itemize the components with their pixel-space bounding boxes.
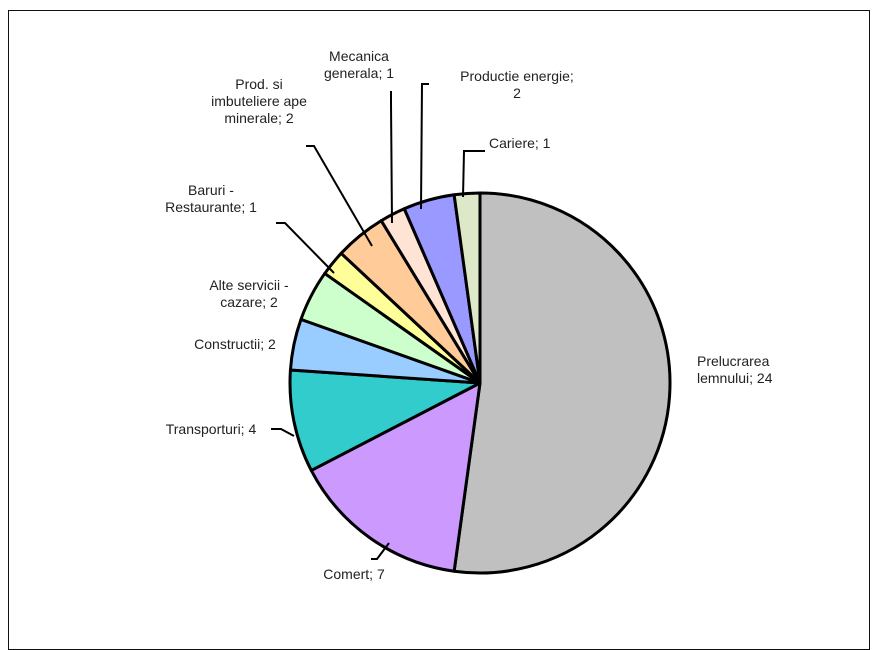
leader-line-prod-si-imbuteliere-ape-minerale — [306, 145, 373, 247]
data-label-constructii: Constructii; 2 — [194, 336, 276, 352]
pie-slice-comert — [309, 381, 482, 573]
pie-slice-transporturi — [288, 368, 482, 472]
data-label-comert: Comert; 7 — [323, 566, 385, 582]
leader-line-transporturi — [271, 428, 295, 437]
leader-line-comert — [371, 542, 390, 560]
leader-line-cariere — [462, 150, 485, 198]
pie-slice-prelucrarea-lemnului — [452, 191, 672, 575]
data-label-cariere: Cariere; 1 — [489, 135, 551, 151]
leader-line-productie-energie — [420, 83, 429, 210]
data-label-prelucrarea-lemnului: Prelucrarea lemnului; 24 — [697, 353, 773, 386]
chart-frame: Prelucrarea lemnului; 24 Comert; 7 Transpor… — [8, 10, 870, 650]
leader-lines — [271, 83, 485, 560]
data-label-prod-si-imbuteliere-ape-minerale: Prod. si imbuteliere ape minerale; 2 — [211, 76, 307, 126]
data-labels: Prelucrarea lemnului; 24 Comert; 7 Transpor… — [165, 48, 773, 582]
leader-line-baruri-restaurante — [276, 222, 335, 274]
data-label-baruri-restaurante: Baruri -Restaurante; 1 — [165, 182, 257, 215]
pie-slices — [288, 191, 672, 575]
pie-chart: Prelucrarea lemnului; 24 Comert; 7 Transpor… — [165, 48, 773, 582]
data-label-productie-energie: Productie energie; 2 — [460, 68, 574, 101]
leader-line-mecanica-generala — [390, 91, 393, 224]
data-label-transporturi: Transporturi; 4 — [166, 421, 257, 437]
data-label-alte-servicii-cazare: Alte servicii -cazare; 2 — [209, 277, 289, 310]
pie-slice-cariere — [452, 191, 482, 385]
data-label-mecanica-generala: Mecanica generala; 1 — [324, 48, 394, 81]
